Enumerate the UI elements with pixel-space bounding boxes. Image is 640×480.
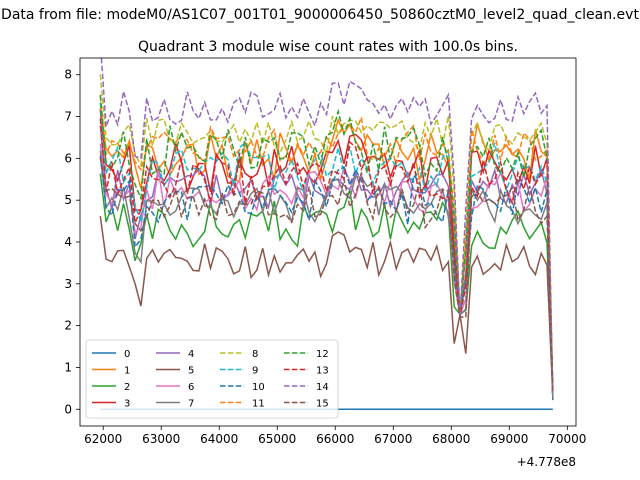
series-line-2 <box>99 173 554 392</box>
series-line-9 <box>99 102 554 395</box>
axes-layer: 62000 63000 64000 65000 66000 67000 68000 69000… <box>64 57 586 446</box>
legend-label-1: 1 <box>124 366 130 377</box>
x-tick-label: 68000 <box>432 432 470 446</box>
x-tick-label: 67000 <box>374 432 412 446</box>
y-tick-label: 1 <box>64 360 72 374</box>
legend-box <box>85 339 339 419</box>
figure-suptitle: Data from file: modeM0/AS1C07_001T01_900… <box>1 7 639 23</box>
y-tick-label: 2 <box>64 319 72 333</box>
x-offset-label: +4.778e8 <box>517 455 576 469</box>
legend-label-11: 11 <box>252 399 265 410</box>
legend-label-10: 10 <box>252 382 265 393</box>
y-tick-label: 6 <box>64 151 72 165</box>
x-tick-label: 63000 <box>142 432 180 446</box>
x-tick-label: 64000 <box>200 432 238 446</box>
series-layer <box>99 58 554 411</box>
series-line-5 <box>99 215 554 397</box>
y-tick-label: 0 <box>64 402 72 416</box>
series-line-7 <box>99 150 554 396</box>
legend-label-15: 15 <box>316 399 329 410</box>
x-tick-label: 69000 <box>490 432 528 446</box>
series-line-13 <box>99 118 554 393</box>
legend-label-9: 9 <box>252 366 258 377</box>
legend-label-7: 7 <box>188 399 194 410</box>
y-tick-label: 4 <box>64 235 72 249</box>
legend-label-3: 3 <box>124 399 130 410</box>
y-tick-label: 3 <box>64 277 72 291</box>
legend-label-4: 4 <box>188 349 194 360</box>
y-tick-label: 8 <box>64 68 72 82</box>
y-tick-label: 7 <box>64 110 72 124</box>
chart-title: Quadrant 3 module wise count rates with … <box>138 39 518 55</box>
legend-label-6: 6 <box>188 382 194 393</box>
legend-label-5: 5 <box>188 366 194 377</box>
legend-label-2: 2 <box>124 382 130 393</box>
legend-label-8: 8 <box>252 349 258 360</box>
x-tick-label: 66000 <box>316 432 354 446</box>
x-tick-label: 65000 <box>258 432 296 446</box>
y-tick-label: 5 <box>64 193 72 207</box>
x-tick-label: 70000 <box>548 432 586 446</box>
legend-label-0: 0 <box>124 349 130 360</box>
series-line-8 <box>99 74 554 389</box>
series-line-14 <box>100 58 554 398</box>
x-tick-label: 62000 <box>84 432 122 446</box>
series-line-15 <box>99 157 554 391</box>
legend-label-14: 14 <box>316 382 329 393</box>
legend-label-12: 12 <box>316 349 329 360</box>
series-line-12 <box>99 94 554 399</box>
legend-label-13: 13 <box>316 366 329 377</box>
